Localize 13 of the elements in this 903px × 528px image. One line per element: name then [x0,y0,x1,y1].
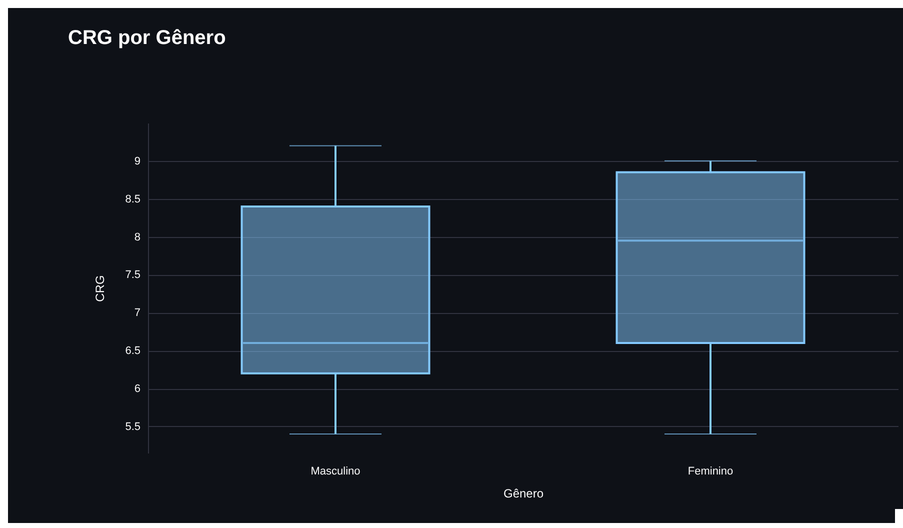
y-tick-label: 6 [134,383,140,396]
x-axis-title: Gênero [503,486,544,500]
x-tick-label: Feminino [688,466,734,478]
y-tick-label: 9 [134,155,140,168]
x-tick-label: Masculino [310,466,360,478]
y-tick-label: 8.5 [125,193,140,206]
y-tick-label: 5.5 [125,420,140,433]
y-tick-label: 7.5 [125,269,140,282]
y-axis-title: CRG [93,275,108,302]
chart-title: CRG por Gênero [68,27,226,49]
y-tick-label: 7 [134,307,140,320]
y-tick-label: 8 [134,231,140,244]
y-tick-label: 6.5 [125,345,140,358]
